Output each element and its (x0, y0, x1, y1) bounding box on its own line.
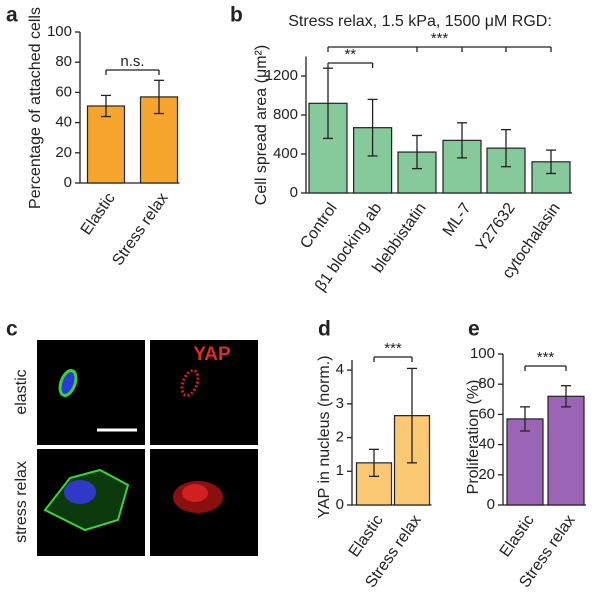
row-label: elastic (13, 369, 30, 414)
y-tick-label: 20 (55, 144, 72, 161)
y-axis-label: Cell spread area (μm²) (253, 45, 270, 205)
image (37, 340, 145, 445)
bar (547, 395, 585, 506)
cell (180, 369, 200, 397)
y-tick-label: 0 (336, 496, 344, 513)
significance: ** (344, 46, 356, 63)
x-tick-label: Elastic (346, 512, 387, 560)
micrographs (37, 340, 258, 556)
bar (86, 105, 126, 184)
y-tick-label: 40 (478, 436, 495, 453)
significance: *** (431, 30, 449, 47)
x-tick-label: Elastic (78, 190, 119, 238)
x-tick-label: ML-7 (440, 200, 475, 240)
y-tick-label: 1 (336, 462, 344, 479)
y-tick-label: 0 (64, 174, 72, 191)
error-bar (457, 122, 467, 159)
y-axis-label: YAP in nucleus (norm.) (316, 355, 333, 518)
y-axis-label: Percentage of attached cells (27, 7, 44, 209)
error-bar (154, 79, 164, 115)
error-bar (101, 94, 111, 118)
error-bar (323, 67, 333, 140)
cell (58, 369, 78, 397)
y-tick-label: 80 (478, 375, 495, 392)
x-tick-label: Y27632 (473, 200, 519, 255)
y-tick-label: 0 (290, 184, 298, 201)
channel-label: YAP (193, 344, 231, 365)
y-tick-label: 40 (55, 114, 72, 131)
y-tick-label: 80 (55, 53, 72, 70)
significance: *** (384, 340, 402, 357)
cell (182, 484, 208, 502)
y-tick-label: 60 (478, 405, 495, 422)
x-tick-label: Control (297, 200, 341, 252)
error-bar (369, 448, 379, 477)
significance: n.s. (120, 53, 144, 70)
y-tick-label: 3 (336, 395, 344, 412)
y-axis-label: Proliferation (%) (465, 380, 482, 495)
y-tick-label: 400 (273, 145, 298, 162)
y-tick-label: 2 (336, 429, 344, 446)
y-tick-label: 1200 (265, 67, 298, 84)
error-bar (367, 98, 378, 157)
y-tick-label: 0 (487, 496, 495, 513)
row-label: stress relax (13, 461, 30, 543)
y-tick-label: 20 (478, 466, 495, 483)
panel-label: b (230, 4, 243, 27)
significance: *** (537, 349, 555, 366)
panel-label: a (6, 4, 18, 27)
error-bar (520, 406, 530, 432)
y-tick-label: 100 (470, 345, 495, 362)
x-tick-label: Stress relax (109, 190, 171, 269)
bar (506, 418, 544, 506)
error-bar (546, 149, 556, 175)
panel-label: c (6, 318, 18, 341)
panel-label: e (468, 318, 480, 341)
y-tick-label: 800 (273, 106, 298, 123)
y-tick-label: 100 (47, 23, 72, 40)
error-bar (501, 128, 511, 168)
panel-label: d (318, 318, 331, 341)
error-bar (561, 385, 571, 408)
y-tick-label: 60 (55, 83, 72, 100)
y-tick-label: 4 (336, 361, 344, 378)
image (150, 340, 258, 445)
chart-title: Stress relax, 1.5 kPa, 1500 μM RGD: (288, 13, 552, 30)
x-tick-label: Elastic (497, 512, 538, 560)
error-bar (407, 367, 417, 464)
error-bar (412, 134, 422, 170)
nucleus (64, 480, 96, 504)
